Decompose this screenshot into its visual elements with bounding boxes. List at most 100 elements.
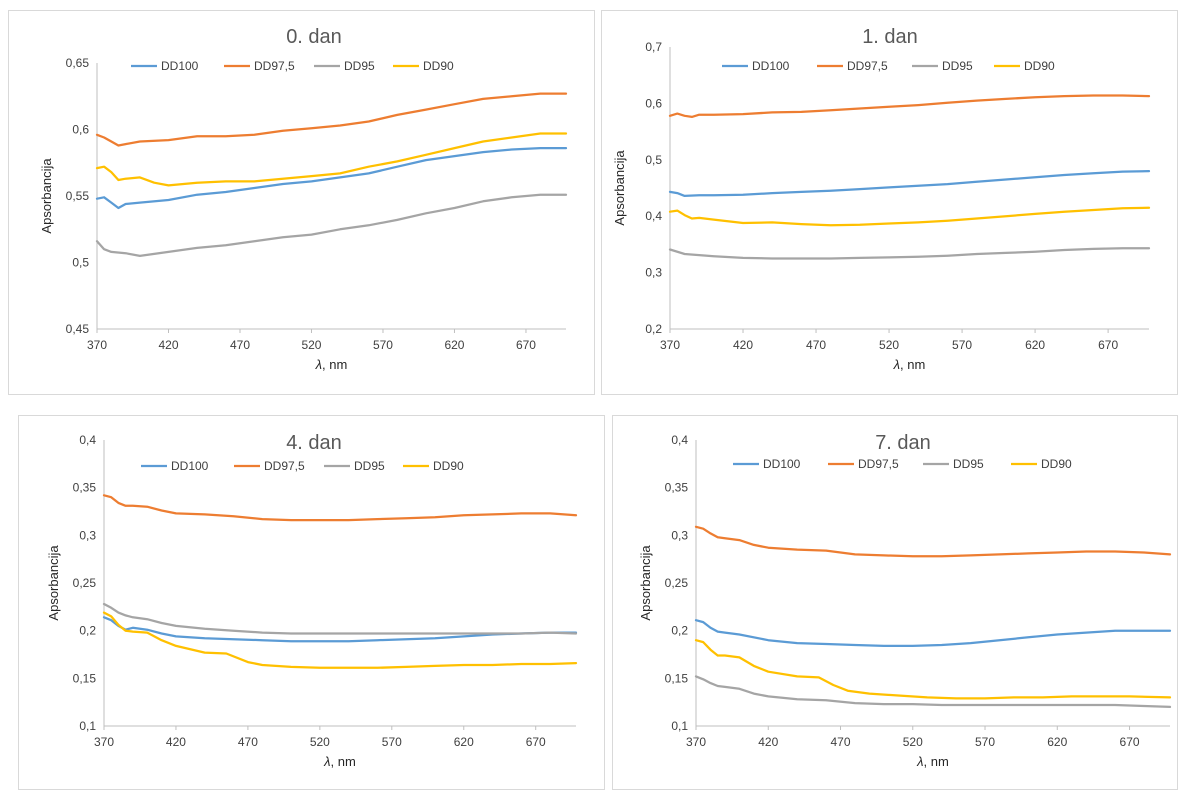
legend-label: DD95 [344,59,375,73]
x-tick-label: 570 [373,338,393,352]
y-tick-label: 0,2 [645,322,662,336]
y-tick-label: 0,15 [665,671,689,685]
y-tick-label: 0,5 [72,256,89,270]
legend-label: DD95 [354,459,385,473]
x-tick-label: 470 [806,338,826,352]
series-line-dd97-5 [694,525,1172,558]
x-tick-label: 670 [526,735,546,749]
x-axis-label-unit: , nm [900,357,925,372]
y-tick-label: 0,5 [645,153,662,167]
chart-panel-day-4: 4. dan 0,1 0,15 0,2 0,25 0,3 0,35 0,4 370 420 470 5… [18,415,605,790]
series-line-dd100 [668,169,1151,198]
series-line-dd95 [668,247,1151,260]
y-tick-label: 0,4 [645,209,662,223]
chart-title: 7. dan [875,432,931,454]
y-axis-label: Apsorbancija [638,545,653,621]
y-axis-label: Apsorbancija [46,545,61,621]
legend-label: DD100 [171,459,209,473]
x-axis-label: λ, nm [315,357,348,372]
chart-title: 0. dan [286,26,342,48]
legend-label: DD90 [423,59,454,73]
x-tick-label: 420 [166,735,186,749]
series-line-dd97-5 [102,494,578,522]
x-tick-label: 370 [87,338,107,352]
y-tick-label: 0,3 [79,528,96,542]
x-tick-label: 520 [301,338,321,352]
y-tick-label: 0,2 [79,624,96,638]
chart-svg: 1. dan 0,2 0,3 0,4 0,5 0,6 0,7 370 420 470 520 570 6… [612,26,1151,372]
series-line-dd90 [668,206,1151,227]
y-tick-label: 0,65 [66,56,90,70]
x-tick-label: 670 [1120,735,1140,749]
y-tick-label: 0,45 [66,322,90,336]
x-tick-label: 620 [444,338,464,352]
x-tick-label: 520 [903,735,923,749]
y-tick-label: 0,25 [665,576,689,590]
x-tick-label: 470 [830,735,850,749]
series-line-dd100 [694,619,1172,648]
series-line-dd90 [694,639,1172,700]
y-tick-label: 0,15 [73,671,97,685]
chart-svg: 4. dan 0,1 0,15 0,2 0,25 0,3 0,35 0,4 370 420 470 5… [46,432,578,769]
y-tick-label: 0,3 [645,266,662,280]
x-axis-label: λ, nm [323,754,356,769]
x-tick-label: 370 [94,735,114,749]
x-axis-label-unit: , nm [322,357,347,372]
chart-panel-day-7: 7. dan 0,1 0,15 0,2 0,25 0,3 0,35 0,4 370 420 470 5… [612,415,1178,790]
legend-label: DD100 [752,59,790,73]
x-axis-label: λ, nm [916,754,949,769]
legend-label: DD90 [1041,457,1072,471]
x-tick-label: 570 [952,338,972,352]
x-axis-label-symbol: λ [315,357,322,372]
x-tick-label: 620 [454,735,474,749]
x-axis-label-symbol: λ [323,754,330,769]
chart-svg: 0. dan 0,45 0,5 0,55 0,6 0,65 370 420 470 520 570 6… [39,26,568,372]
x-axis-label: λ, nm [893,357,926,372]
legend-label: DD97,5 [858,457,899,471]
chart-panel-day-1: 1. dan 0,2 0,3 0,4 0,5 0,6 0,7 370 420 470 520 570 6… [601,10,1178,395]
y-axis-label: Apsorbancija [612,150,627,226]
y-tick-label: 0,55 [66,189,90,203]
y-tick-label: 0,1 [671,719,688,733]
y-tick-label: 0,6 [72,123,89,137]
chart-title: 4. dan [286,432,342,454]
x-tick-label: 420 [758,735,778,749]
chart-title: 1. dan [862,26,918,48]
x-tick-label: 470 [230,338,250,352]
x-axis-label-symbol: λ [893,357,900,372]
x-axis-label-unit: , nm [331,754,356,769]
x-tick-label: 670 [1098,338,1118,352]
legend-label: DD97,5 [264,459,305,473]
legend-label: DD97,5 [847,59,888,73]
series-line-dd100 [95,146,568,210]
legend-label: DD95 [942,59,973,73]
series-line-dd100 [102,616,578,643]
chart-panel-day-0: 0. dan 0,45 0,5 0,55 0,6 0,65 370 420 470 520 570 6… [8,10,595,395]
series-line-dd97-5 [95,92,568,147]
x-tick-label: 520 [879,338,899,352]
x-tick-label: 370 [660,338,680,352]
series-line-dd95 [95,193,568,258]
series-line-dd90 [102,611,578,669]
legend-label: DD97,5 [254,59,295,73]
legend-label: DD100 [161,59,199,73]
x-tick-label: 370 [686,735,706,749]
legend-label: DD95 [953,457,984,471]
x-tick-label: 620 [1025,338,1045,352]
legend-label: DD100 [763,457,801,471]
y-tick-label: 0,25 [73,576,97,590]
series-line-dd97-5 [668,94,1151,119]
chart-svg: 7. dan 0,1 0,15 0,2 0,25 0,3 0,35 0,4 370 420 470 5… [638,432,1172,769]
y-tick-label: 0,35 [73,481,97,495]
legend-label: DD90 [1024,59,1055,73]
series-line-dd95 [102,602,578,635]
y-tick-label: 0,6 [645,96,662,110]
x-tick-label: 470 [238,735,258,749]
y-tick-label: 0,1 [79,719,96,733]
y-tick-label: 0,2 [671,624,688,638]
x-tick-label: 570 [382,735,402,749]
x-tick-label: 620 [1047,735,1067,749]
y-tick-label: 0,3 [671,528,688,542]
y-tick-label: 0,4 [79,433,96,447]
y-tick-label: 0,7 [645,40,662,54]
